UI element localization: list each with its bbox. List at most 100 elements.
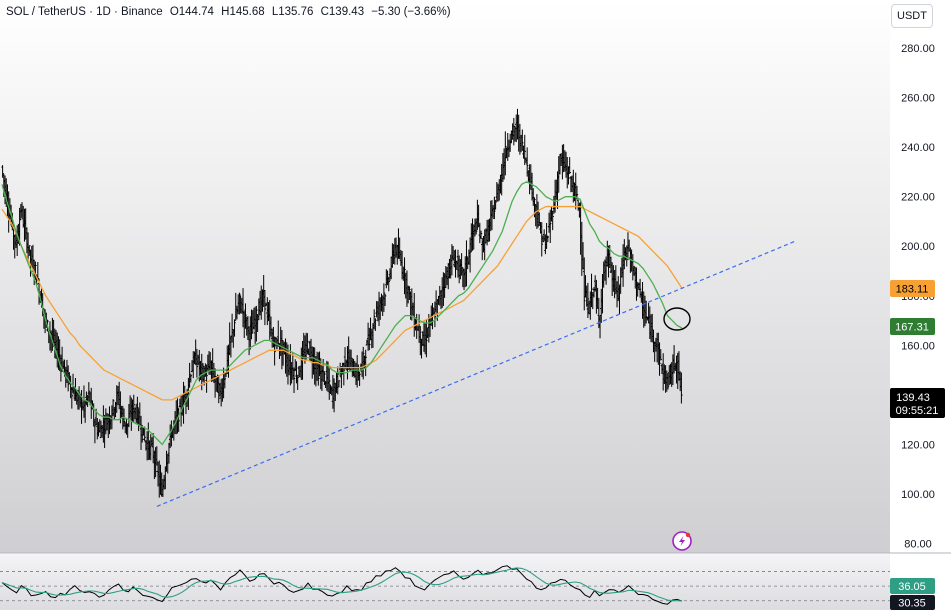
last-price-label: 139.43 09:55:21	[890, 388, 945, 418]
ohlc-bar	[223, 372, 227, 389]
ohlc-bar	[34, 261, 37, 280]
ohlc-bar	[546, 235, 550, 243]
price-tick-label: 240.00	[901, 142, 935, 154]
high-value: H145.68	[221, 6, 265, 18]
price-tick-label: 100.00	[901, 489, 935, 501]
ohlc-bar	[358, 371, 361, 387]
ohlc-bar	[189, 373, 193, 383]
rsi-ma-line	[1, 567, 683, 602]
ohlc-bar	[659, 349, 662, 361]
last-price-value: 139.43	[896, 392, 930, 404]
ohlc-bar	[154, 447, 157, 478]
ohlc-bar	[403, 257, 406, 295]
ohlc-bar	[323, 371, 326, 386]
price-tick-label: 220.00	[901, 192, 935, 204]
ohlc-bar	[80, 390, 83, 424]
price-tick-label: 200.00	[901, 241, 935, 253]
rsi-ma-value-label: 30.35	[890, 595, 935, 610]
ohlc-bar	[638, 278, 642, 298]
ohlc-bar	[28, 245, 31, 256]
ohlc-bar	[666, 373, 670, 390]
ohlc-bar	[465, 240, 468, 287]
ohlc-bar	[551, 210, 554, 231]
ohlc-bar	[238, 292, 241, 315]
ohlc-bar	[567, 166, 570, 185]
ohlc-bar	[306, 333, 309, 355]
ohlc-bar	[205, 364, 208, 393]
ohlc-bar	[590, 273, 593, 308]
ema-slow-line	[1, 205, 683, 401]
rsi-ma-value: 30.35	[898, 598, 926, 610]
price-tick-label: 80.00	[904, 539, 932, 551]
close-value: C139.43	[320, 6, 365, 18]
rsi-line	[1, 565, 683, 605]
ohlc-bar	[87, 382, 91, 403]
ohlc-bar	[70, 387, 74, 409]
ohlc-bar	[374, 318, 377, 331]
ohlc-bar	[521, 129, 524, 151]
ohlc-bar	[680, 372, 683, 404]
change-value: −5.30 (−3.66%)	[371, 6, 451, 18]
ohlc-bar	[132, 394, 135, 423]
ohlc-bar	[383, 293, 387, 306]
ohlc-bar	[244, 303, 247, 329]
ema-fast-price-label: 167.31	[890, 318, 935, 335]
ohlc-bar	[111, 399, 115, 417]
ohlc-bar	[292, 367, 296, 394]
ohlc-bar	[632, 265, 636, 276]
ohlc-bar	[342, 362, 346, 386]
ohlc-bar	[368, 327, 371, 351]
ohlc-bar	[336, 366, 339, 395]
ohlc-bar	[233, 319, 236, 337]
ohlc-bar	[136, 396, 139, 425]
ohlc-bar	[651, 313, 654, 343]
ohlc-bar	[1, 165, 4, 178]
ohlc-bar	[317, 352, 320, 386]
ohlc-bar	[493, 196, 496, 220]
ohlc-bar	[658, 342, 661, 376]
price-tick-label: 260.00	[901, 93, 935, 105]
ohlc-bar	[328, 368, 331, 400]
ohlc-bar	[549, 209, 552, 243]
ohlc-bar	[644, 300, 648, 324]
ohlc-bar	[372, 309, 376, 330]
ohlc-bar	[408, 286, 411, 301]
ohlc-bar	[541, 235, 545, 243]
ema-fast-value: 167.31	[895, 322, 929, 334]
price-tick-label: 280.00	[901, 43, 935, 55]
currency-button[interactable]: USDT	[891, 4, 933, 28]
ohlc-bar	[504, 131, 507, 176]
ohlc-bar	[177, 407, 180, 432]
bar-countdown: 09:55:21	[896, 405, 939, 417]
ohlc-bar	[387, 276, 390, 292]
ohlc-bar	[143, 426, 146, 442]
ohlc-bar	[474, 218, 478, 235]
ohlc-bar	[382, 283, 386, 312]
ohlc-bar	[141, 424, 144, 443]
ohlc-bar	[273, 336, 276, 366]
ema-slow-price-label: 183.11	[890, 280, 935, 297]
symbol-name[interactable]: SOL / TetherUS · 1D · Binance	[6, 6, 163, 18]
crossover-highlight-circle	[663, 307, 691, 331]
ohlc-bar	[217, 374, 220, 404]
ohlc-bar	[364, 349, 367, 377]
symbol-legend[interactable]: SOL / TetherUS · 1D · Binance O144.74 H1…	[6, 6, 455, 18]
support-trendline[interactable]	[156, 240, 796, 507]
ohlc-bar	[540, 222, 543, 257]
low-value: L135.76	[271, 6, 314, 18]
ohlc-bar	[525, 147, 529, 177]
ohlc-bar	[296, 374, 299, 391]
ohlc-bar	[255, 305, 258, 342]
ohlc-bar	[263, 290, 267, 326]
ohlc-bar	[195, 348, 199, 378]
lightning-bolt-icon[interactable]	[672, 531, 692, 551]
ohlc-bar	[337, 380, 341, 388]
price-tick-label: 160.00	[901, 340, 935, 352]
ohlc-bar	[586, 282, 590, 318]
open-value: O144.74	[169, 6, 214, 18]
ohlc-bar	[425, 319, 428, 358]
rsi-value-label: 36.05	[890, 578, 935, 594]
ema-fast-line	[1, 181, 683, 446]
